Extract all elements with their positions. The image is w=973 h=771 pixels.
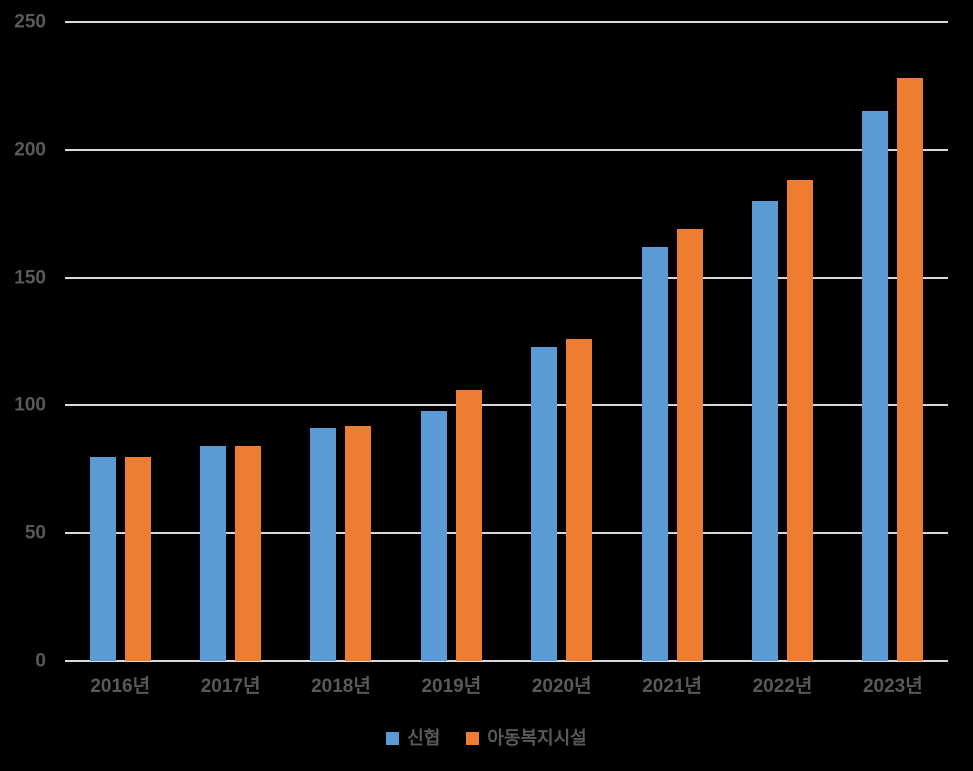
y-axis-label-100: 100 [14,394,46,416]
legend-item-shinhyup: 신협 [386,729,440,747]
bar-shinhyup-2019 [420,410,447,661]
legend-marker-adong-bokji-siseol [466,731,480,745]
x-axis-label-2018: 2018년 [311,676,371,697]
y-axis-label-150: 150 [14,267,46,289]
gridline-150 [65,276,948,279]
bar-adong-bokji-siseol-2020 [566,338,593,661]
gridline-100 [65,404,948,407]
gridline-200 [65,148,948,151]
y-axis-label-50: 50 [24,522,46,544]
x-axis: 2016년 2017년 2018년 2019년 2020년 2021년 2022년 2023년 [65,674,948,700]
plot-area [65,21,948,662]
bar-adong-bokji-siseol-2016 [124,456,151,661]
legend-marker-shinhyup [386,731,400,745]
bar-shinhyup-2020 [531,346,558,661]
y-axis-label-250: 250 [14,11,46,33]
bar-shinhyup-2021 [641,246,668,661]
legend-item-adong-bokji-siseol: 아동복지시설 [466,728,587,748]
y-axis: 0 50 100 150 200 250 [0,0,46,771]
x-axis-label-2016: 2016년 [90,676,151,697]
bar-adong-bokji-siseol-2021 [676,229,703,661]
gridline-50 [65,532,948,535]
bar-adong-bokji-siseol-2019 [455,390,482,661]
bar-shinhyup-2023 [862,111,889,661]
gridline-250 [65,21,948,23]
y-axis-label-200: 200 [14,139,46,161]
legend-label-shinhyup: 신협 [407,728,441,748]
x-axis-label-2017: 2017년 [200,676,261,697]
x-axis-label-2019: 2019년 [421,676,482,697]
bar-adong-bokji-siseol-2022 [786,180,813,661]
bar-shinhyup-2022 [751,200,778,661]
bar-shinhyup-2017 [200,446,227,661]
x-axis-label-2022: 2022년 [752,676,813,697]
x-axis-label-2023: 2023년 [862,676,923,697]
x-axis-label-2020: 2020년 [531,676,592,697]
bar-adong-bokji-siseol-2017 [235,446,262,661]
bar-adong-bokji-siseol-2018 [345,425,372,661]
bar-shinhyup-2018 [310,428,337,661]
legend-label-adong-bokji-siseol: 아동복지시설 [487,728,587,748]
gridline-0 [65,660,948,662]
legend: 신협 아동복지시설 [0,729,973,747]
bar-shinhyup-2016 [89,456,116,661]
x-axis-label-2021: 2021년 [642,676,702,697]
bar-adong-bokji-siseol-2023 [897,78,924,661]
y-axis-label-0: 0 [35,650,46,672]
